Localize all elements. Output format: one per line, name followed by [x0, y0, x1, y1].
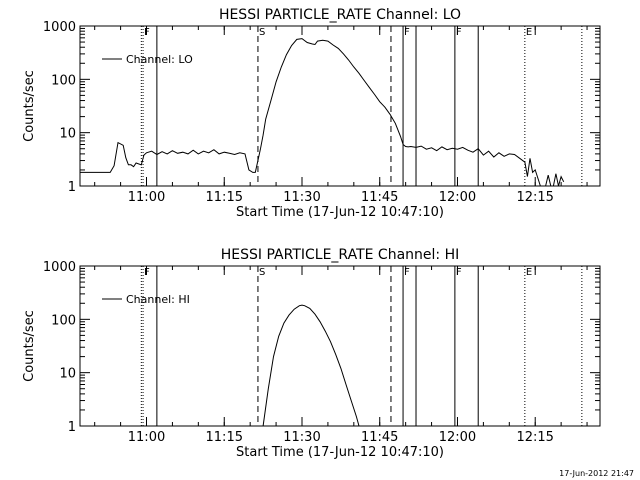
panel-2-y-axis-label: Counts/sec — [22, 310, 37, 382]
panel-2-x-tick-label: 11:15 — [206, 430, 243, 445]
panel-2-y-tick-label: 10 — [59, 367, 76, 382]
panel-1-y-tick-label: 100 — [51, 73, 76, 88]
panel-1-event-marker-label: E — [526, 27, 532, 38]
panel-1-chart-title: HESSI PARTICLE_RATE Channel: LO — [219, 7, 461, 23]
panel-2-x-tick-label: 11:30 — [283, 430, 320, 445]
footer-timestamp: 17-Jun-2012 21:47 — [559, 469, 634, 478]
panel-2-y-tick-label: 100 — [51, 313, 76, 328]
panel-2-series-line — [262, 304, 360, 427]
panel-2-x-tick-label: 12:00 — [439, 430, 476, 445]
panel-1-plot-frame — [79, 25, 601, 187]
panel-2-plot-frame — [79, 265, 601, 427]
panel-1-x-tick-label: 11:00 — [128, 190, 165, 205]
panel-2-event-marker-label: S — [259, 267, 265, 278]
panel-1-event-marker-label: F — [456, 27, 462, 38]
panel-2-x-tick-label: 11:45 — [361, 430, 398, 445]
panel-2-x-tick-label: 12:15 — [516, 430, 553, 445]
panel-2-chart-title: HESSI PARTICLE_RATE Channel: HI — [221, 247, 459, 263]
panel-1-x-tick-label: 11:30 — [283, 190, 320, 205]
panel-1-event-marker-label: F — [404, 27, 410, 38]
panel-2-legend-label: Channel: HI — [126, 293, 190, 306]
panel-1-x-tick-label: 12:00 — [439, 190, 476, 205]
panel-1-event-marker-label: F — [144, 27, 150, 38]
panel-1-y-tick-label: 1000 — [43, 20, 76, 35]
panel-1-y-axis-label: Counts/sec — [22, 70, 37, 142]
panel-1-legend-label: Channel: LO — [126, 53, 193, 66]
panel-2-event-marker-label: E — [526, 267, 532, 278]
panel-2-event-marker-label: F — [456, 267, 462, 278]
panel-1-x-tick-label: 11:45 — [361, 190, 398, 205]
panel-2-event-marker-label: F — [404, 267, 410, 278]
panel-1-y-tick-label: 1 — [68, 180, 76, 195]
panel-1-y-tick-label: 10 — [59, 127, 76, 142]
panel-2-y-tick-label: 1000 — [43, 260, 76, 275]
panel-1-x-tick-label: 11:15 — [206, 190, 243, 205]
panel-2-event-marker-label: F — [144, 267, 150, 278]
panel-2-y-tick-label: 1 — [68, 420, 76, 435]
panel-1-x-axis-label: Start Time (17-Jun-12 10:47:10) — [236, 205, 444, 220]
panel-1-series-line — [80, 38, 565, 187]
panel-1-x-tick-label: 12:15 — [516, 190, 553, 205]
panel-2-x-axis-label: Start Time (17-Jun-12 10:47:10) — [236, 445, 444, 460]
panel-1-event-marker-label: S — [259, 27, 265, 38]
panel-2-x-tick-label: 11:00 — [128, 430, 165, 445]
